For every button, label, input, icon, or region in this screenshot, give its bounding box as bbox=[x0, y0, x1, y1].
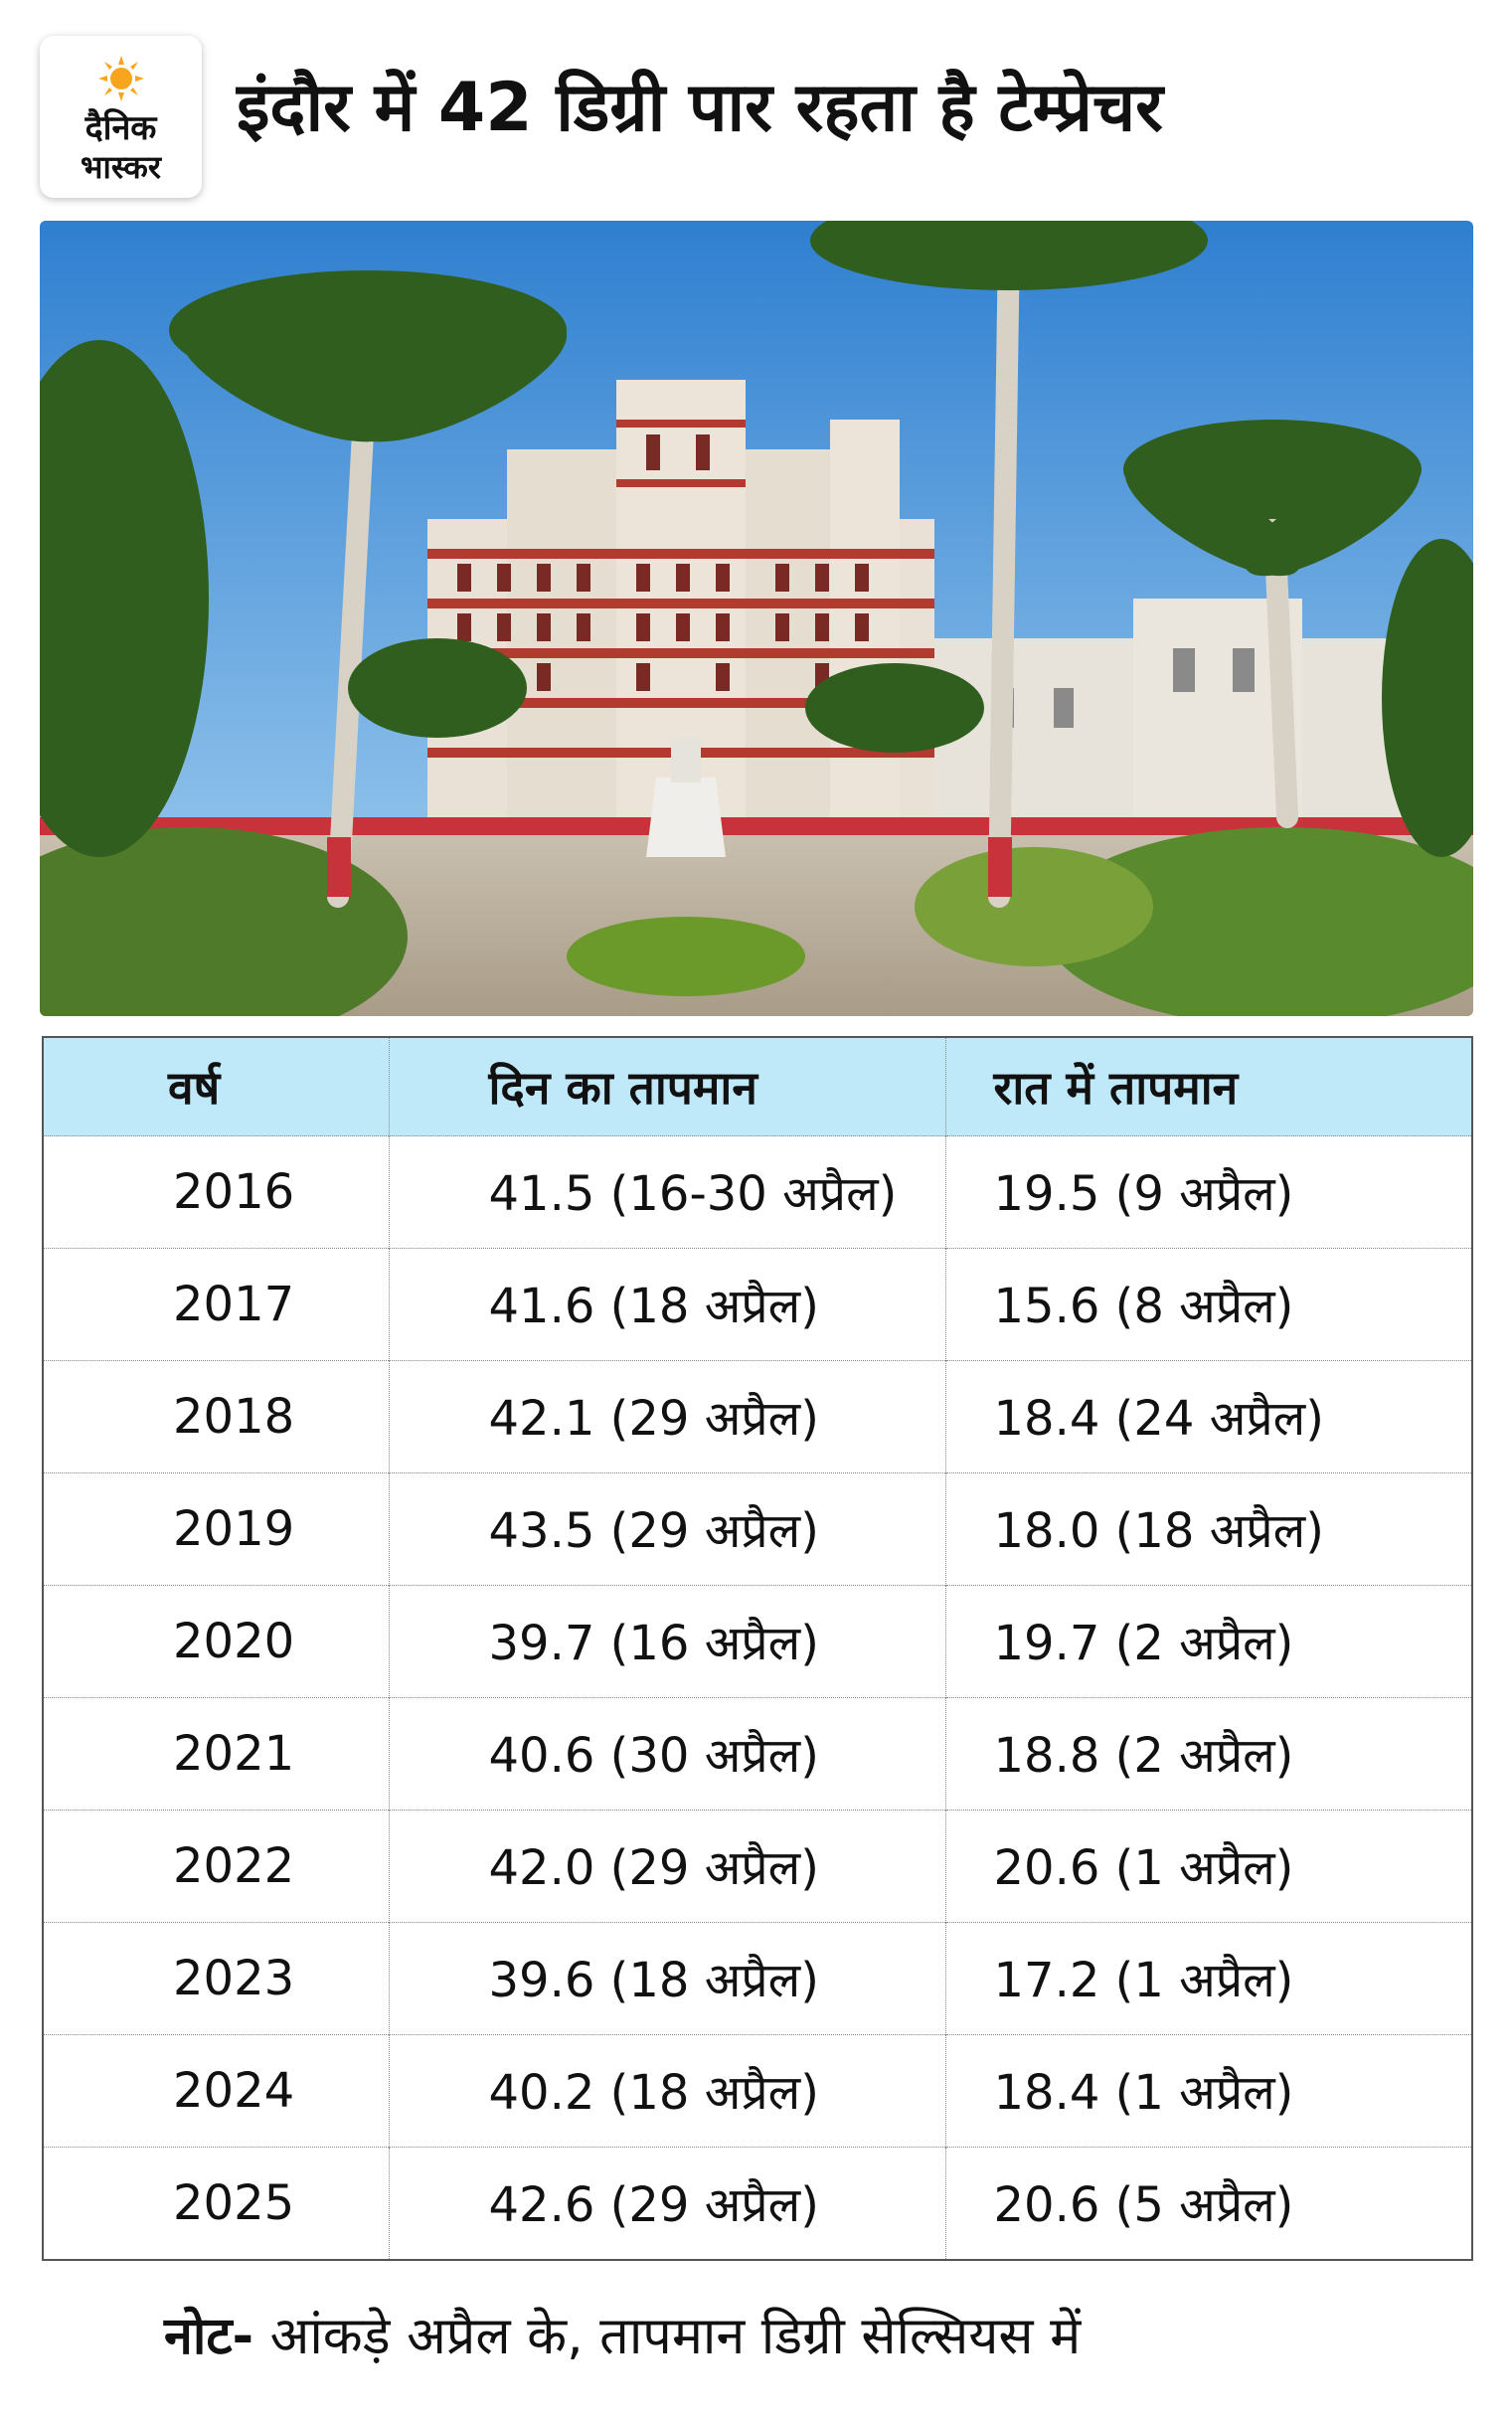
table-row: 2025 42.6 (29 अप्रैल) 20.6 (5 अप्रैल) bbox=[43, 2147, 1472, 2260]
night-temp-cell: 15.6 (8 अप्रैल) bbox=[945, 1248, 1472, 1361]
day-temp-cell: 39.7 (16 अप्रैल) bbox=[389, 1585, 946, 1698]
year-cell: 2019 bbox=[43, 1472, 390, 1586]
table-row: 2016 41.5 (16-30 अप्रैल) 19.5 (9 अप्रैल) bbox=[43, 1135, 1472, 1249]
column-header-year: वर्ष bbox=[43, 1037, 390, 1136]
year-cell: 2017 bbox=[43, 1248, 390, 1361]
column-header-day-temp: दिन का तापमान bbox=[389, 1037, 946, 1136]
year-cell: 2023 bbox=[43, 1922, 390, 2035]
brand-name-line1: दैनिक bbox=[84, 108, 157, 148]
night-temp-cell: 18.8 (2 अप्रैल) bbox=[945, 1697, 1472, 1811]
palace-photo bbox=[40, 221, 1473, 1016]
day-temp-cell: 40.2 (18 अप्रैल) bbox=[389, 2034, 946, 2148]
night-temp-cell: 20.6 (5 अप्रैल) bbox=[945, 2147, 1472, 2260]
year-cell: 2024 bbox=[43, 2034, 390, 2148]
day-temp-cell: 42.1 (29 अप्रैल) bbox=[389, 1360, 946, 1473]
sun-icon bbox=[97, 56, 144, 101]
table-row: 2024 40.2 (18 अप्रैल) 18.4 (1 अप्रैल) bbox=[43, 2034, 1472, 2148]
day-temp-cell: 43.5 (29 अप्रैल) bbox=[389, 1472, 946, 1586]
day-temp-cell: 42.0 (29 अप्रैल) bbox=[389, 1810, 946, 1923]
page-title: इंदौर में 42 डिग्री पार रहता है टेम्प्रे… bbox=[237, 69, 1163, 147]
table-row: 2021 40.6 (30 अप्रैल) 18.8 (2 अप्रैल) bbox=[43, 1697, 1472, 1811]
footnote-prefix: नोट- bbox=[164, 2307, 254, 2366]
night-temp-cell: 19.7 (2 अप्रैल) bbox=[945, 1585, 1472, 1698]
year-cell: 2021 bbox=[43, 1697, 390, 1811]
year-cell: 2016 bbox=[43, 1135, 390, 1249]
year-cell: 2020 bbox=[43, 1585, 390, 1698]
footnote: नोट- आंकड़े अप्रैल के, तापमान डिग्री सेल… bbox=[164, 2299, 1081, 2369]
brand-name-line2: भास्कर bbox=[81, 148, 161, 186]
column-header-night-temp: रात में तापमान bbox=[945, 1037, 1472, 1136]
table-row: 2017 41.6 (18 अप्रैल) 15.6 (8 अप्रैल) bbox=[43, 1248, 1472, 1361]
table-row: 2023 39.6 (18 अप्रैल) 17.2 (1 अप्रैल) bbox=[43, 1922, 1472, 2035]
night-temp-cell: 18.4 (24 अप्रैल) bbox=[945, 1360, 1472, 1473]
footnote-text: आंकड़े अप्रैल के, तापमान डिग्री सेल्सियस… bbox=[253, 2307, 1082, 2366]
year-cell: 2022 bbox=[43, 1810, 390, 1923]
night-temp-cell: 20.6 (1 अप्रैल) bbox=[945, 1810, 1472, 1923]
temperature-table: वर्ष दिन का तापमान रात में तापमान 2016 4… bbox=[42, 1036, 1473, 2261]
table-header-row: वर्ष दिन का तापमान रात में तापमान bbox=[43, 1037, 1472, 1136]
night-temp-cell: 19.5 (9 अप्रैल) bbox=[945, 1135, 1472, 1249]
night-temp-cell: 18.0 (18 अप्रैल) bbox=[945, 1472, 1472, 1586]
day-temp-cell: 41.5 (16-30 अप्रैल) bbox=[389, 1135, 946, 1249]
year-cell: 2018 bbox=[43, 1360, 390, 1473]
day-temp-cell: 42.6 (29 अप्रैल) bbox=[389, 2147, 946, 2260]
table-row: 2022 42.0 (29 अप्रैल) 20.6 (1 अप्रैल) bbox=[43, 1810, 1472, 1923]
table-row: 2018 42.1 (29 अप्रैल) 18.4 (24 अप्रैल) bbox=[43, 1360, 1472, 1473]
day-temp-cell: 40.6 (30 अप्रैल) bbox=[389, 1697, 946, 1811]
year-cell: 2025 bbox=[43, 2147, 390, 2260]
table-row: 2020 39.7 (16 अप्रैल) 19.7 (2 अप्रैल) bbox=[43, 1585, 1472, 1698]
table-row: 2019 43.5 (29 अप्रैल) 18.0 (18 अप्रैल) bbox=[43, 1472, 1472, 1586]
night-temp-cell: 18.4 (1 अप्रैल) bbox=[945, 2034, 1472, 2148]
night-temp-cell: 17.2 (1 अप्रैल) bbox=[945, 1922, 1472, 2035]
brand-logo[interactable]: दैनिक भास्कर bbox=[40, 36, 202, 198]
day-temp-cell: 39.6 (18 अप्रैल) bbox=[389, 1922, 946, 2035]
day-temp-cell: 41.6 (18 अप्रैल) bbox=[389, 1248, 946, 1361]
